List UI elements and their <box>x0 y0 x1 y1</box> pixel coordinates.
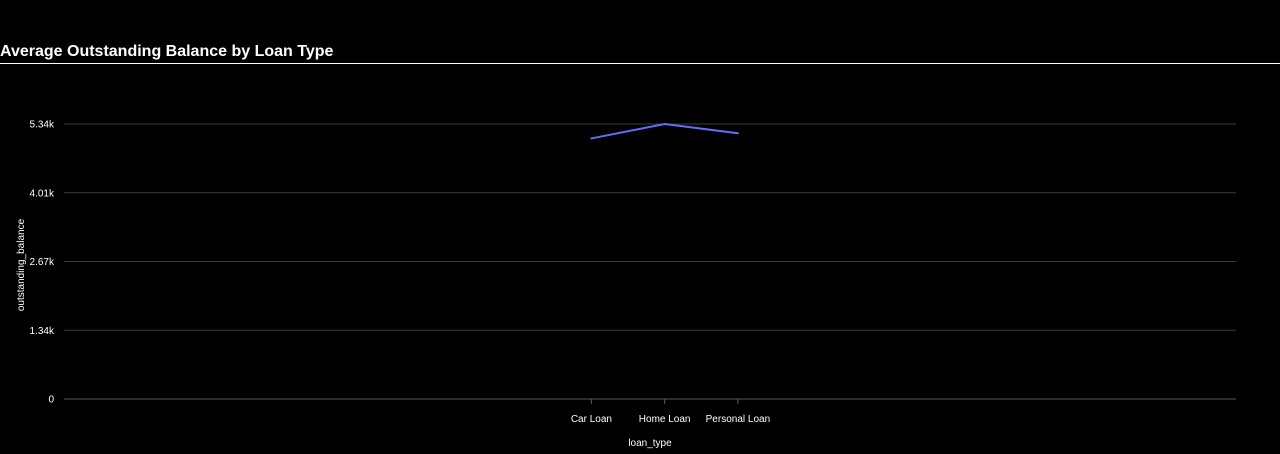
x-tick-label: Home Loan <box>639 414 691 425</box>
x-tick-label: Personal Loan <box>706 414 771 425</box>
data-point[interactable] <box>736 132 739 135</box>
x-tick-label: Car Loan <box>571 414 612 425</box>
gridlines <box>64 123 1236 400</box>
series-layer <box>590 123 739 140</box>
y-tick-label: 1.34k <box>30 326 55 337</box>
chart-title: Average Outstanding Balance by Loan Type <box>0 43 334 60</box>
y-axis-label: outstanding_balance <box>16 218 27 311</box>
x-axis-ticks: Car Loan Home Loan Personal Loan <box>571 399 770 425</box>
y-tick-label: 4.01k <box>30 188 55 199</box>
y-tick-label: 0 <box>48 395 54 406</box>
data-point[interactable] <box>590 137 593 140</box>
series-line <box>591 123 739 140</box>
y-axis-ticks: 0 1.34k 2.67k 4.01k 5.34k <box>30 120 55 406</box>
y-tick-label: 2.67k <box>30 257 55 268</box>
data-point[interactable] <box>663 123 666 125</box>
title-divider <box>0 63 1280 64</box>
y-tick-label: 5.34k <box>30 120 55 131</box>
x-axis-label: loan_type <box>628 438 672 449</box>
